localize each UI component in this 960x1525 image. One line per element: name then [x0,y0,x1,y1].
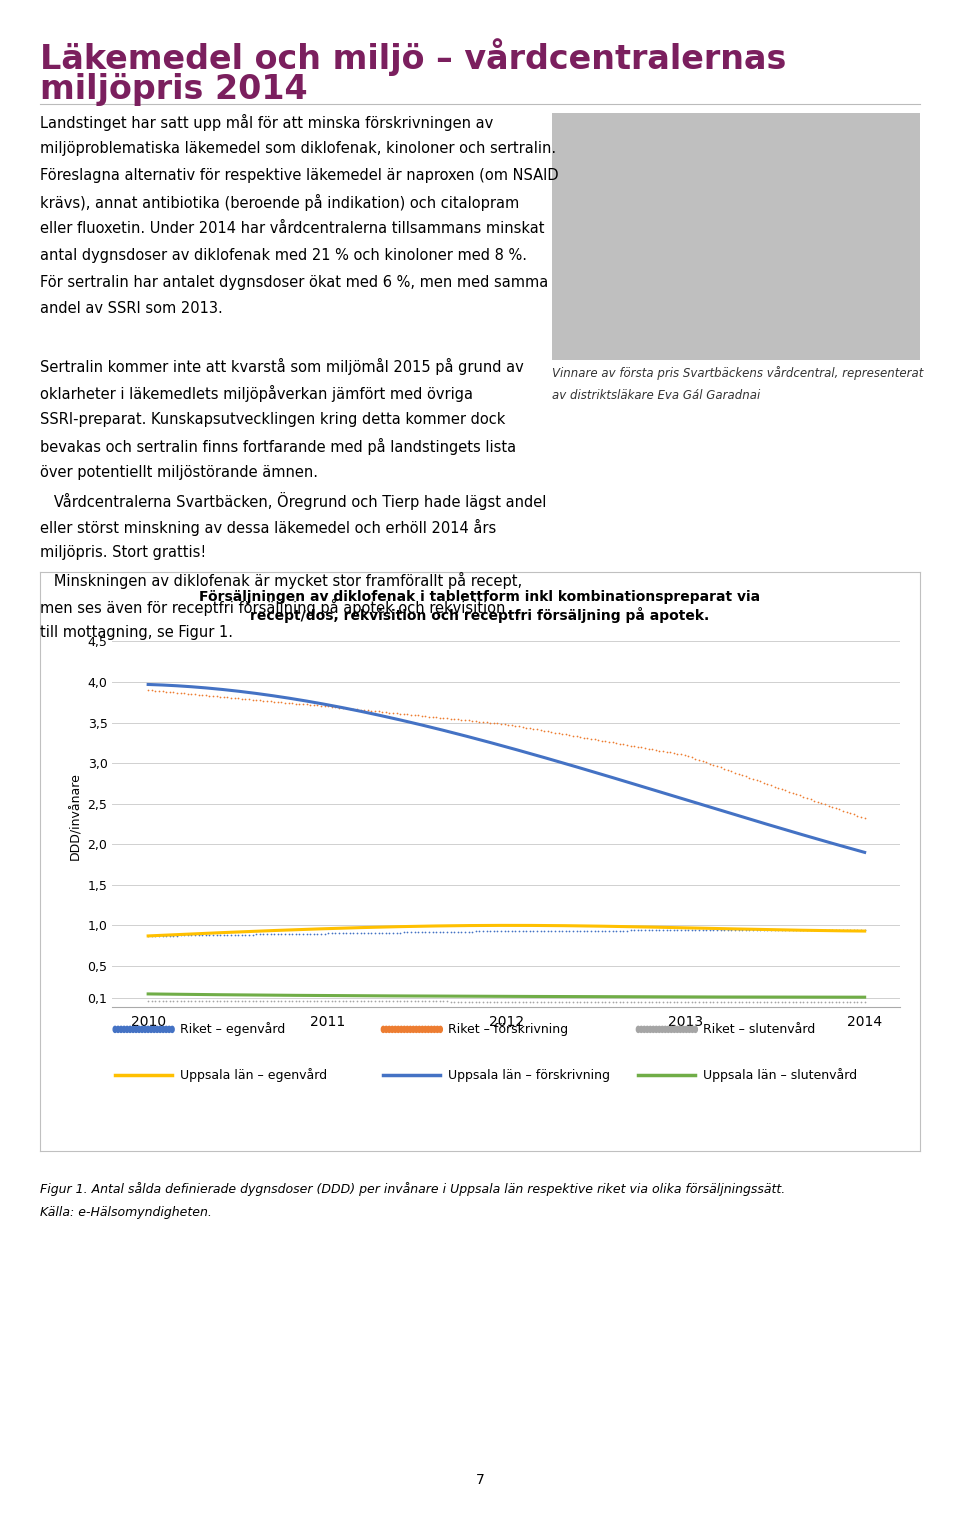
Text: Uppsala län – förskrivning: Uppsala län – förskrivning [448,1069,611,1081]
Text: Riket – egenvård: Riket – egenvård [180,1022,285,1037]
Text: eller störst minskning av dessa läkemedel och erhöll 2014 års: eller störst minskning av dessa läkemede… [40,518,496,535]
Text: miljöpris 2014: miljöpris 2014 [40,73,308,107]
Text: miljöpris. Stort grattis!: miljöpris. Stort grattis! [40,546,206,560]
Text: Vinnare av första pris Svartbäckens vårdcentral, representerat: Vinnare av första pris Svartbäckens vård… [552,366,924,380]
Text: Källa: e-Hälsomyndigheten.: Källa: e-Hälsomyndigheten. [40,1206,212,1220]
Text: Vårdcentralerna Svartbäcken, Öregrund och Tierp hade lägst andel: Vårdcentralerna Svartbäcken, Öregrund oc… [40,491,546,509]
Text: Landstinget har satt upp mål för att minska förskrivningen av: Landstinget har satt upp mål för att min… [40,114,493,131]
Text: 7: 7 [475,1473,485,1487]
Text: till mottagning, se Figur 1.: till mottagning, se Figur 1. [40,625,233,640]
Text: antal dygnsdoser av diklofenak med 21 % och kinoloner med 8 %.: antal dygnsdoser av diklofenak med 21 % … [40,247,527,262]
Text: Uppsala län – slutenvård: Uppsala län – slutenvård [703,1068,857,1083]
Text: eller fluoxetin. Under 2014 har vårdcentralerna tillsammans minskat: eller fluoxetin. Under 2014 har vårdcent… [40,221,545,236]
Text: Sertralin kommer inte att kvarstå som miljömål 2015 på grund av: Sertralin kommer inte att kvarstå som mi… [40,358,524,375]
Text: krävs), annat antibiotika (beroende på indikation) och citalopram: krävs), annat antibiotika (beroende på i… [40,194,519,212]
Text: För sertralin har antalet dygnsdoser ökat med 6 %, men med samma: För sertralin har antalet dygnsdoser öka… [40,274,548,290]
Text: miljöproblematiska läkemedel som diklofenak, kinoloner och sertralin.: miljöproblematiska läkemedel som diklofe… [40,140,557,156]
Text: men ses även för receptfri försäljning på apotek och rekvisition: men ses även för receptfri försäljning p… [40,599,506,616]
Text: Riket – slutenvård: Riket – slutenvård [703,1023,815,1035]
Text: Riket – förskrivning: Riket – förskrivning [448,1023,568,1035]
Text: Uppsala län – egenvård: Uppsala län – egenvård [180,1068,327,1083]
Text: bevakas och sertralin finns fortfarande med på landstingets lista: bevakas och sertralin finns fortfarande … [40,439,516,456]
Text: Läkemedel och miljö – vårdcentralernas: Läkemedel och miljö – vårdcentralernas [40,38,786,76]
Text: Figur 1. Antal sålda definierade dygnsdoser (DDD) per invånare i Uppsala län res: Figur 1. Antal sålda definierade dygnsdo… [40,1182,785,1196]
Text: över potentiellt miljöstörande ämnen.: över potentiellt miljöstörande ämnen. [40,465,319,480]
Text: av distriktsläkare Eva Gál Garadnai: av distriktsläkare Eva Gál Garadnai [552,389,760,403]
Text: Minskningen av diklofenak är mycket stor framförallt på recept,: Minskningen av diklofenak är mycket stor… [40,572,522,589]
Text: Försäljningen av diklofenak i tablettform inkl kombinationspreparat via
recept/d: Försäljningen av diklofenak i tablettfor… [200,590,760,622]
Text: andel av SSRI som 2013.: andel av SSRI som 2013. [40,302,223,316]
Text: SSRI-preparat. Kunskapsutvecklingen kring detta kommer dock: SSRI-preparat. Kunskapsutvecklingen krin… [40,412,506,427]
Text: oklarheter i läkemedlets miljöpåverkan jämfört med övriga: oklarheter i läkemedlets miljöpåverkan j… [40,384,473,403]
Text: Föreslagna alternativ för respektive läkemedel är naproxen (om NSAID: Föreslagna alternativ för respektive läk… [40,168,559,183]
Y-axis label: DDD/invånare: DDD/invånare [69,772,82,860]
